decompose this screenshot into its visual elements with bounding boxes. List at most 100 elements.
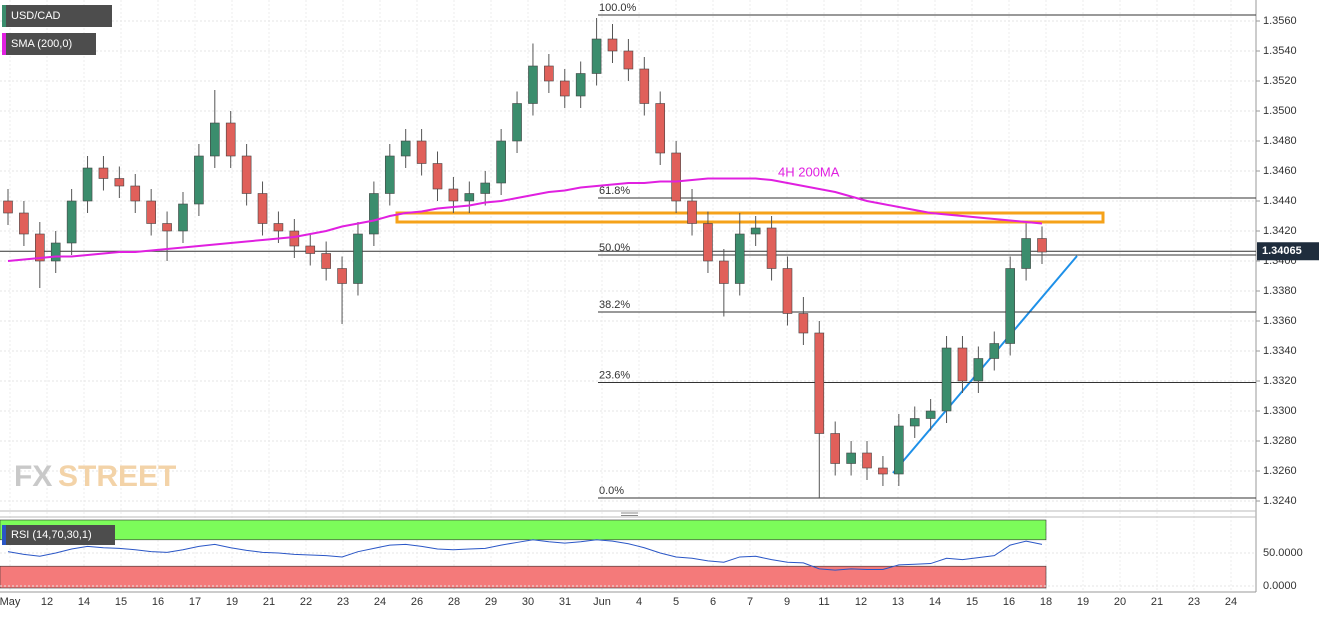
candle-body xyxy=(782,268,793,314)
candle-body xyxy=(257,193,268,224)
x-tick-label: 29 xyxy=(485,596,497,608)
sma-annotation: 4H 200MA xyxy=(778,164,840,179)
x-tick-label: 31 xyxy=(559,596,571,608)
rsi-label-box xyxy=(2,525,115,545)
x-tick-label: 14 xyxy=(929,596,941,608)
oversold-band xyxy=(0,565,1047,589)
y-tick-label: 1.3500 xyxy=(1263,105,1297,117)
candle-body xyxy=(687,200,697,224)
y-tick-label: 1.3560 xyxy=(1263,15,1297,27)
x-tick-label: 9 xyxy=(784,596,790,608)
fib-label: 38.2% xyxy=(599,299,630,311)
y-tick-label: 1.3240 xyxy=(1263,495,1297,507)
candle-body xyxy=(941,347,952,412)
y-tick-label: 1.3460 xyxy=(1263,165,1297,177)
candle-body xyxy=(575,73,586,97)
candle-body xyxy=(878,467,888,475)
fib-label: 100.0% xyxy=(599,2,637,14)
last-price-label: 1.34065 xyxy=(1262,245,1302,257)
x-tick-label: Jun xyxy=(593,596,611,608)
watermark: FX STREET xyxy=(14,460,176,493)
candle-body xyxy=(369,193,379,235)
x-tick-label: May xyxy=(0,596,21,608)
x-tick-label: 20 xyxy=(1114,596,1126,608)
x-tick-label: 13 xyxy=(892,596,904,608)
y-tick-label: 1.3320 xyxy=(1263,375,1297,387)
x-tick-label: 15 xyxy=(966,596,978,608)
x-tick-label: 24 xyxy=(374,596,386,608)
x-tick-label: 12 xyxy=(855,596,867,608)
grid xyxy=(0,0,1256,592)
x-tick-label: 30 xyxy=(522,596,534,608)
y-tick-label: 1.3300 xyxy=(1263,405,1297,417)
candle-body xyxy=(639,68,650,104)
candle-body xyxy=(671,152,681,202)
x-tick-label: 4 xyxy=(636,596,642,608)
candle-body xyxy=(846,452,856,464)
fib-label: 61.8% xyxy=(599,185,630,197)
candle-body xyxy=(464,193,475,202)
candle-body xyxy=(19,212,29,235)
sma-line xyxy=(7,177,1043,262)
x-tick-label: 19 xyxy=(226,596,238,608)
candle-body xyxy=(432,163,443,190)
candle-body xyxy=(273,223,284,232)
candle-body xyxy=(194,155,204,205)
x-tick-label: 21 xyxy=(263,596,275,608)
candle-body xyxy=(544,65,554,82)
x-tick-label: 16 xyxy=(1003,596,1015,608)
candle-body xyxy=(719,260,729,284)
candle-body xyxy=(591,38,602,74)
x-tick-label: 18 xyxy=(1040,596,1052,608)
candle-body xyxy=(130,185,141,202)
x-tick-label: 7 xyxy=(747,596,753,608)
symbol-box xyxy=(2,5,112,27)
candle-body xyxy=(734,233,745,284)
x-tick-label: 19 xyxy=(1077,596,1089,608)
candle-body xyxy=(337,268,347,284)
candle-body xyxy=(146,200,156,224)
candle-body xyxy=(814,332,825,434)
candle-body xyxy=(82,167,93,202)
candle-body xyxy=(512,103,522,142)
candle-body xyxy=(3,200,13,214)
candle-body xyxy=(798,313,809,334)
x-tick-label: 24 xyxy=(1225,596,1237,608)
y-tick-label: 1.3420 xyxy=(1263,225,1297,237)
candle-body xyxy=(1037,238,1047,253)
rsi-line xyxy=(7,539,1043,571)
x-tick-label: 23 xyxy=(1188,596,1200,608)
y-tick-label: 1.3540 xyxy=(1263,45,1297,57)
resistance-zone xyxy=(395,211,1105,224)
rsi-swatch xyxy=(2,525,6,545)
x-tick-label: 23 xyxy=(337,596,349,608)
candle-body xyxy=(496,140,506,184)
candle-body xyxy=(66,200,77,244)
candle-body xyxy=(241,155,252,194)
x-tick-label: 17 xyxy=(189,596,201,608)
candle-body xyxy=(384,155,395,194)
candle-body xyxy=(909,418,920,427)
y-tick-label: 1.3520 xyxy=(1263,75,1297,87)
watermark-fx: FX xyxy=(14,460,52,493)
candle-body xyxy=(862,452,872,469)
y-tick-label: 1.3380 xyxy=(1263,285,1297,297)
candle-body xyxy=(35,233,45,262)
candle-body xyxy=(559,80,570,97)
x-tick-label: 12 xyxy=(41,596,53,608)
candle-body xyxy=(655,103,666,154)
x-tick-label: 5 xyxy=(673,596,679,608)
candle-body xyxy=(480,182,491,194)
candle-body xyxy=(957,347,968,382)
candle-body xyxy=(178,203,188,232)
candle-body xyxy=(925,410,936,419)
candle-body xyxy=(528,65,538,104)
candle-body xyxy=(210,122,220,157)
candle-body xyxy=(225,122,236,157)
fib-label: 50.0% xyxy=(599,242,630,254)
candle-body xyxy=(50,242,61,262)
x-tick-label: 16 xyxy=(152,596,164,608)
last-price-box xyxy=(1257,242,1319,261)
fib-label: 0.0% xyxy=(599,485,624,497)
